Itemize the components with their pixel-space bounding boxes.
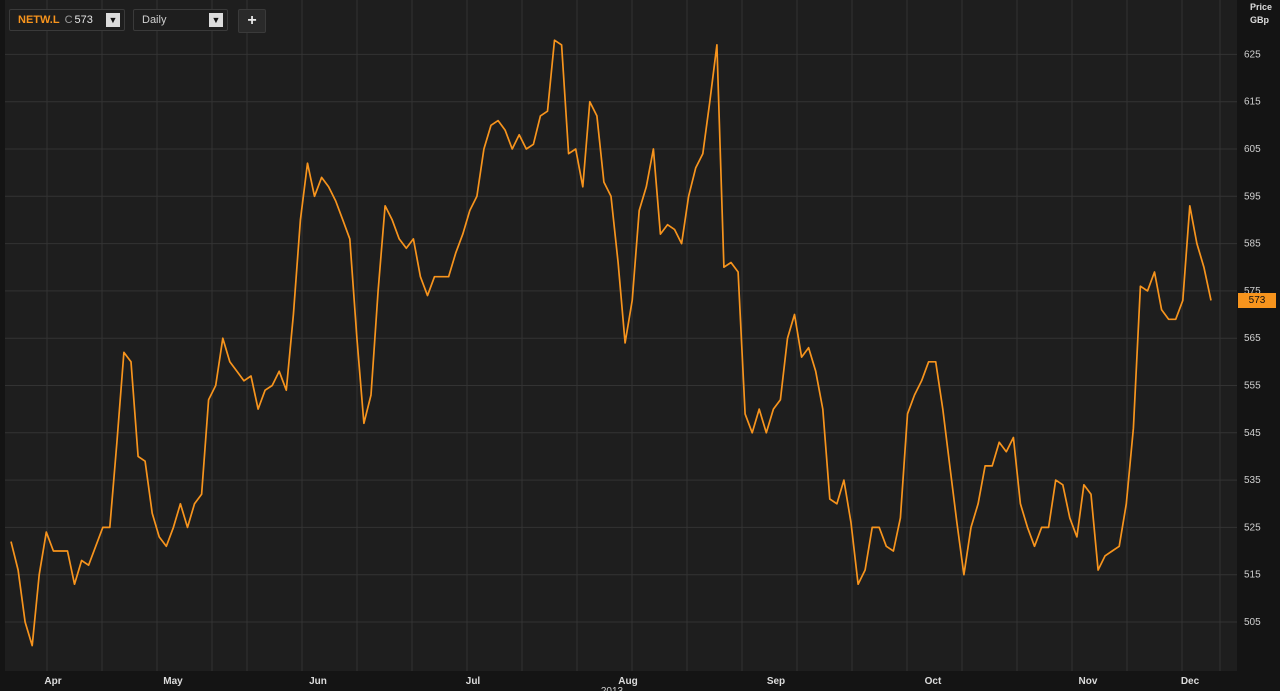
- interval-dropdown[interactable]: Daily ▼: [133, 9, 228, 31]
- x-tick-label: Oct: [925, 676, 942, 687]
- y-tick-label: 565: [1244, 333, 1261, 344]
- y-tick-label: 515: [1244, 570, 1261, 581]
- y-axis-ticks: 505 515 525 535 545 555 565 575 585 595 605 615 625: [1244, 49, 1261, 628]
- y-tick-label: 585: [1244, 239, 1261, 250]
- chart-toolbar: NETW.L C 573 ▼ Daily ▼ +: [9, 9, 266, 33]
- price-series-line: [10, 39, 1212, 647]
- x-tick-label: Nov: [1079, 676, 1098, 687]
- plot-area: [5, 0, 1237, 671]
- interval-label: Daily: [142, 14, 167, 26]
- y-tick-label: 505: [1244, 617, 1261, 628]
- chevron-down-icon[interactable]: ▼: [106, 13, 120, 27]
- x-tick-label: Aug: [618, 676, 637, 687]
- last-price-tag: 573: [1238, 293, 1276, 308]
- y-axis-title: Price GBp: [1250, 1, 1272, 27]
- y-tick-label: 595: [1244, 191, 1261, 202]
- x-tick-label: Jun: [309, 676, 327, 687]
- x-tick-label: Jul: [466, 676, 481, 687]
- x-axis-year-label: 2013: [601, 686, 624, 691]
- close-value: 573: [74, 14, 93, 26]
- y-tick-label: 545: [1244, 428, 1261, 439]
- y-axis-title-price: Price: [1249, 2, 1272, 12]
- symbol-dropdown[interactable]: NETW.L C 573 ▼: [9, 9, 125, 31]
- close-label: C: [64, 14, 73, 26]
- y-tick-label: 555: [1244, 381, 1261, 392]
- y-axis-title-unit: GBp: [1249, 15, 1269, 25]
- x-tick-label: May: [163, 676, 183, 687]
- y-tick-label: 535: [1244, 475, 1261, 486]
- x-tick-label: Dec: [1181, 676, 1200, 687]
- y-tick-label: 615: [1244, 97, 1261, 108]
- add-series-button[interactable]: +: [238, 9, 266, 33]
- y-tick-label: 575: [1244, 286, 1261, 297]
- x-tick-label: Apr: [44, 676, 61, 687]
- grid-lines: [5, 0, 1237, 671]
- y-tick-label: 525: [1244, 522, 1261, 533]
- x-tick-label: Sep: [767, 676, 785, 687]
- x-axis-ticks: Apr May Jun Jul Aug Sep Oct Nov Dec 2013: [44, 676, 1199, 691]
- symbol-label: NETW.L: [18, 14, 60, 26]
- y-tick-label: 605: [1244, 144, 1261, 155]
- chevron-down-icon[interactable]: ▼: [209, 13, 223, 27]
- y-tick-label: 625: [1244, 49, 1261, 60]
